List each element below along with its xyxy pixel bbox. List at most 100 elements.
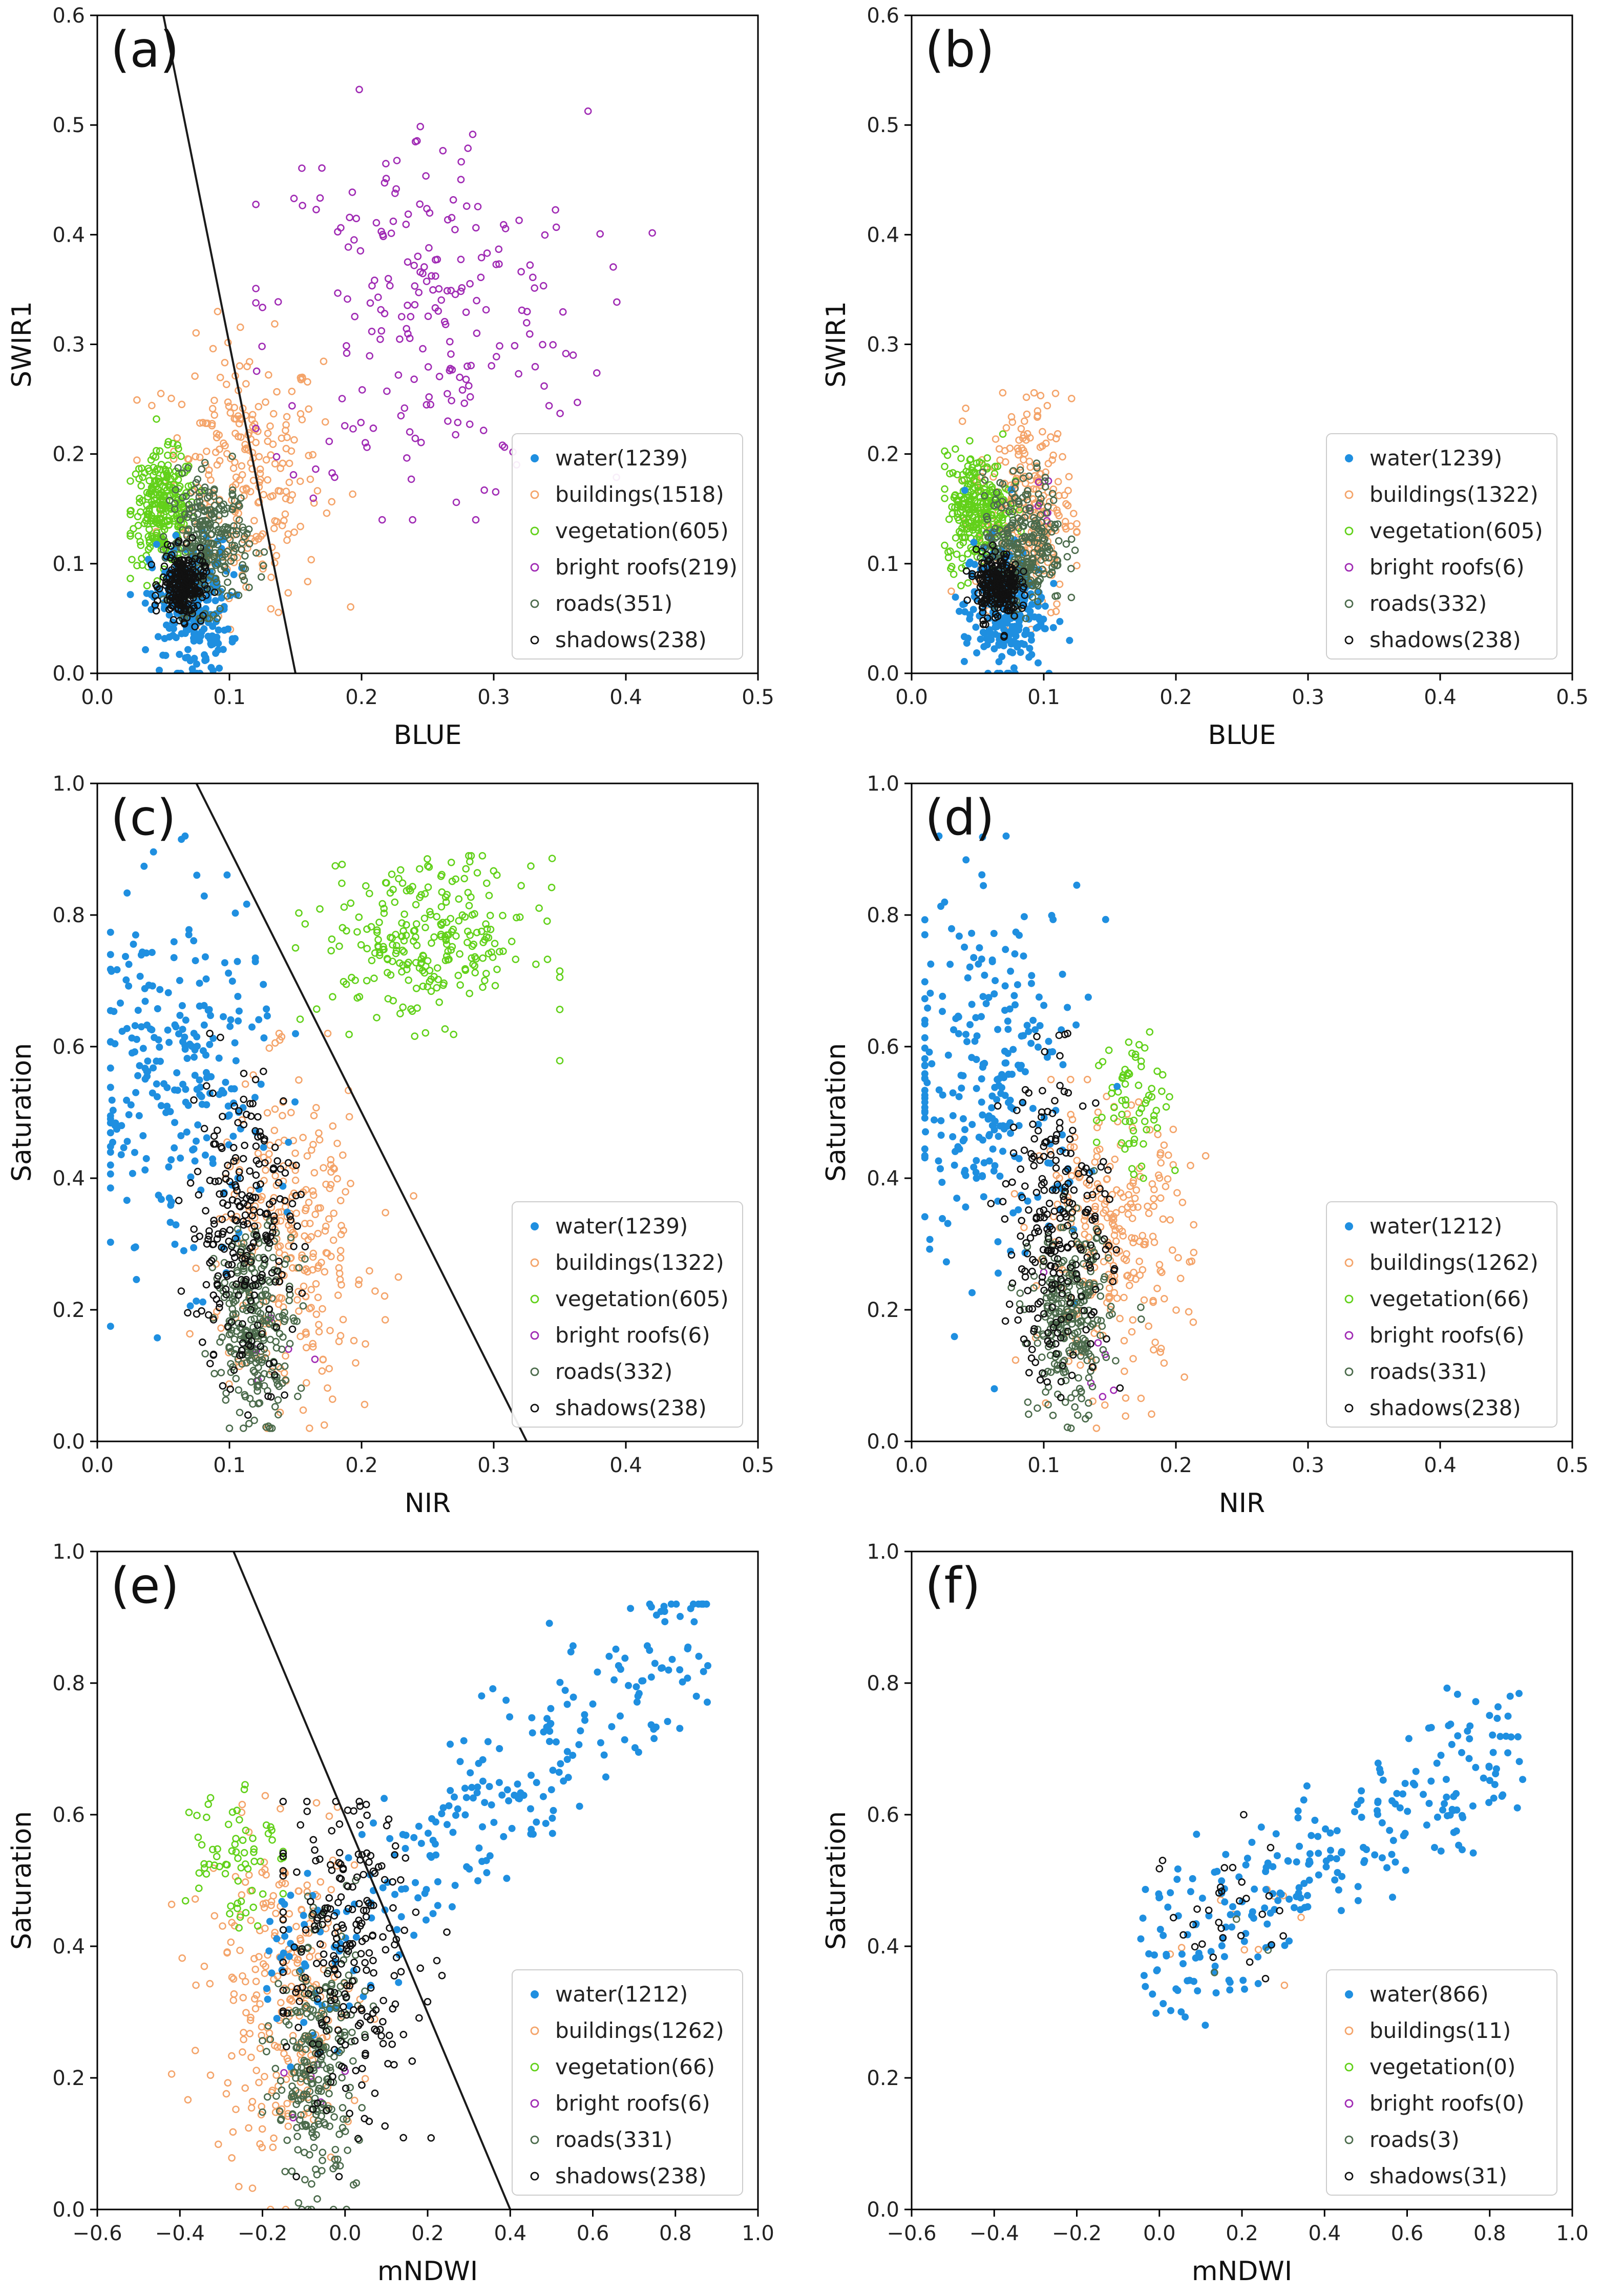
point-bright-roofs (411, 434, 419, 442)
point-roads (251, 1227, 260, 1235)
point-buildings (1080, 1217, 1088, 1224)
legend-box (512, 433, 743, 660)
point-vegetation (339, 924, 347, 932)
point-vegetation (392, 930, 399, 939)
point-roads (999, 530, 1007, 538)
point-vegetation (398, 932, 406, 940)
point-water (937, 1132, 945, 1139)
point-bright-roofs (394, 371, 403, 379)
point-vegetation (177, 452, 185, 460)
point-water (185, 931, 193, 939)
point-water (142, 1155, 150, 1162)
y-axis-label: SWIR1 (7, 301, 37, 388)
point-vegetation (417, 960, 425, 968)
point-roads (1045, 554, 1053, 562)
point-water (968, 1289, 976, 1296)
point-water (949, 1112, 957, 1119)
point-vegetation (963, 493, 971, 501)
point-water (1028, 651, 1036, 658)
point-water (994, 1238, 1002, 1246)
point-roads (1058, 1299, 1066, 1307)
point-roads (220, 1259, 228, 1267)
point-vegetation (430, 933, 438, 941)
point-vegetation (471, 962, 479, 970)
point-water (1001, 1048, 1008, 1055)
point-roads (1112, 1357, 1120, 1365)
point-water (987, 636, 995, 644)
point-buildings (410, 1192, 417, 1200)
point-water (921, 1020, 929, 1028)
point-bright-roofs (325, 437, 333, 445)
point-water (190, 937, 198, 945)
point-bright-roofs (1099, 1393, 1107, 1400)
point-roads (240, 1239, 248, 1247)
point-vegetation (329, 993, 336, 1001)
point-buildings (989, 473, 997, 481)
point-buildings (295, 1307, 303, 1315)
point-buildings (299, 1134, 307, 1141)
point-vegetation (357, 941, 365, 949)
point-shadows (994, 590, 1002, 598)
point-buildings (287, 1109, 295, 1117)
point-water (1007, 1247, 1014, 1255)
point-water (990, 1167, 998, 1175)
point-buildings (322, 1222, 330, 1230)
point-buildings (1023, 410, 1031, 418)
point-vegetation (373, 1014, 381, 1022)
point-shadows (269, 1228, 277, 1237)
point-buildings (297, 410, 305, 418)
point-vegetation (437, 873, 445, 880)
point-shadows (210, 1132, 218, 1140)
point-buildings (1081, 1230, 1089, 1238)
point-water (966, 963, 974, 971)
point-vegetation (512, 955, 520, 963)
point-vegetation (975, 526, 982, 535)
point-vegetation (941, 541, 948, 549)
point-shadows (226, 1385, 235, 1393)
point-shadows (976, 577, 984, 585)
point-shadows (251, 1282, 260, 1289)
point-bright-roofs (492, 261, 500, 268)
point-water (968, 1001, 976, 1008)
point-vegetation (154, 475, 162, 483)
point-buildings (1049, 485, 1058, 493)
point-shadows (290, 1243, 298, 1250)
point-roads (222, 1396, 230, 1404)
point-buildings (301, 1232, 308, 1240)
point-water (125, 1111, 133, 1118)
point-water (171, 1119, 179, 1126)
point-water (979, 1060, 987, 1068)
point-roads (992, 496, 999, 504)
point-bright-roofs (381, 309, 389, 317)
y-tick-label: 0.2 (52, 1299, 85, 1322)
point-shadows (194, 602, 202, 609)
point-shadows (244, 1201, 251, 1209)
point-water (1008, 623, 1016, 630)
point-roads (980, 492, 988, 500)
point-roads (246, 1395, 254, 1402)
point-water (175, 1030, 182, 1038)
point-water (201, 953, 209, 961)
point-shadows (1006, 580, 1015, 588)
point-water (141, 997, 149, 1005)
point-bright-roofs (358, 386, 366, 394)
point-buildings (324, 1384, 331, 1392)
point-roads (235, 1386, 243, 1394)
point-roads (221, 1279, 229, 1287)
point-buildings (216, 373, 224, 381)
point-buildings (339, 1151, 347, 1159)
point-water (1028, 972, 1036, 980)
point-shadows (203, 1240, 211, 1248)
point-water (999, 1147, 1006, 1155)
point-vegetation (1141, 1117, 1149, 1125)
point-water (182, 1098, 189, 1106)
point-water (218, 1087, 226, 1094)
point-buildings (1020, 456, 1027, 464)
point-vegetation (1135, 1109, 1143, 1117)
point-shadows (197, 572, 205, 580)
point-water (171, 1241, 179, 1248)
point-water (165, 1038, 173, 1046)
point-water (136, 1062, 143, 1070)
point-buildings (248, 416, 256, 423)
point-roads (1071, 1403, 1079, 1411)
